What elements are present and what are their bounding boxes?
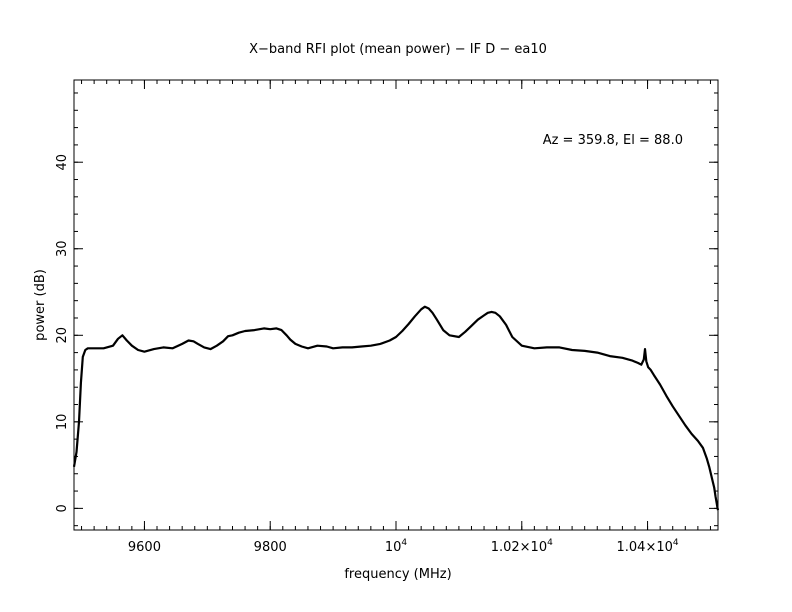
chart-title: X−band RFI plot (mean power) − IF D − ea… <box>249 42 547 57</box>
y-tick-label: 20 <box>55 327 70 344</box>
x-tick-label: 104 <box>385 538 408 555</box>
y-tick-label: 30 <box>55 240 70 257</box>
x-tick-label: 9800 <box>254 540 287 555</box>
x-axis-label: frequency (MHz) <box>344 567 451 582</box>
major-ticks <box>74 80 718 530</box>
x-tick-label: 1.04×104 <box>617 538 679 555</box>
y-axis-label: power (dB) <box>33 269 48 341</box>
x-tick-label: 9600 <box>128 540 161 555</box>
y-tick-label: 10 <box>55 414 70 431</box>
y-tick-label: 0 <box>55 504 70 512</box>
x-tick-label: 1.02×104 <box>491 538 553 555</box>
y-tick-labels: 0 10 20 30 40 <box>55 154 70 513</box>
az-el-annotation: Az = 359.8, El = 88.0 <box>543 133 683 148</box>
power-series-line <box>72 305 720 511</box>
y-tick-label: 40 <box>55 154 70 171</box>
x-tick-labels: 9600 9800 104 1.02×104 1.04×104 <box>128 538 679 555</box>
